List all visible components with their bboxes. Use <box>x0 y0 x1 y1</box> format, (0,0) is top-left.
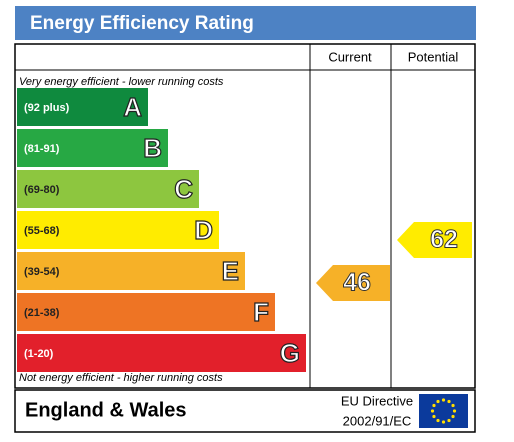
band-letter: F <box>253 297 269 327</box>
title: Energy Efficiency Rating <box>30 13 254 34</box>
directive: 2002/91/EC <box>343 413 412 428</box>
current-arrow <box>316 265 390 301</box>
star <box>432 414 436 419</box>
band-range: (92 plus) <box>24 102 70 114</box>
bottom-note: Not energy efficient - higher running co… <box>19 372 223 384</box>
bands: (92 plus) A (81-91) B (69-80) C (55-68) D (39-54… <box>17 88 306 372</box>
band-bar <box>17 252 245 290</box>
band-bar <box>17 129 168 167</box>
band-range: (1-20) <box>24 348 54 360</box>
star <box>430 409 435 413</box>
column-header: Current <box>328 49 372 64</box>
band-bar <box>17 211 219 249</box>
band-range: (55-68) <box>24 225 60 237</box>
top-note: Very energy efficient - lower running co… <box>19 76 224 88</box>
band-bar <box>17 88 148 126</box>
potential-value: 62 <box>430 226 458 254</box>
main-box <box>14 43 476 389</box>
directive: EU Directive <box>341 393 413 408</box>
band-bar <box>17 170 199 208</box>
band-bar <box>17 334 306 372</box>
star <box>452 409 457 413</box>
column-header: Potential <box>408 49 459 64</box>
band-letter: G <box>280 338 300 368</box>
band-bar <box>17 293 275 331</box>
header-bar <box>15 6 476 40</box>
star <box>451 414 455 419</box>
star <box>447 418 451 423</box>
star <box>451 403 455 408</box>
eu-stars <box>430 398 457 424</box>
star <box>447 399 451 404</box>
star <box>441 420 446 424</box>
star <box>441 398 446 402</box>
star <box>432 403 436 408</box>
band-letter: A <box>123 92 142 122</box>
star <box>436 418 440 423</box>
band-range: (81-91) <box>24 143 60 155</box>
band-range: (69-80) <box>24 184 60 196</box>
band-range: (39-54) <box>24 266 60 278</box>
current-value: 46 <box>343 269 371 297</box>
star <box>436 399 440 404</box>
potential-arrow <box>397 222 472 258</box>
band-letter: B <box>143 133 162 163</box>
footer-box <box>14 389 476 433</box>
band-letter: E <box>222 256 239 286</box>
band-range: (21-38) <box>24 307 60 319</box>
band-letter: D <box>194 215 213 245</box>
band-letter: C <box>174 174 193 204</box>
region: England & Wales <box>25 399 187 421</box>
